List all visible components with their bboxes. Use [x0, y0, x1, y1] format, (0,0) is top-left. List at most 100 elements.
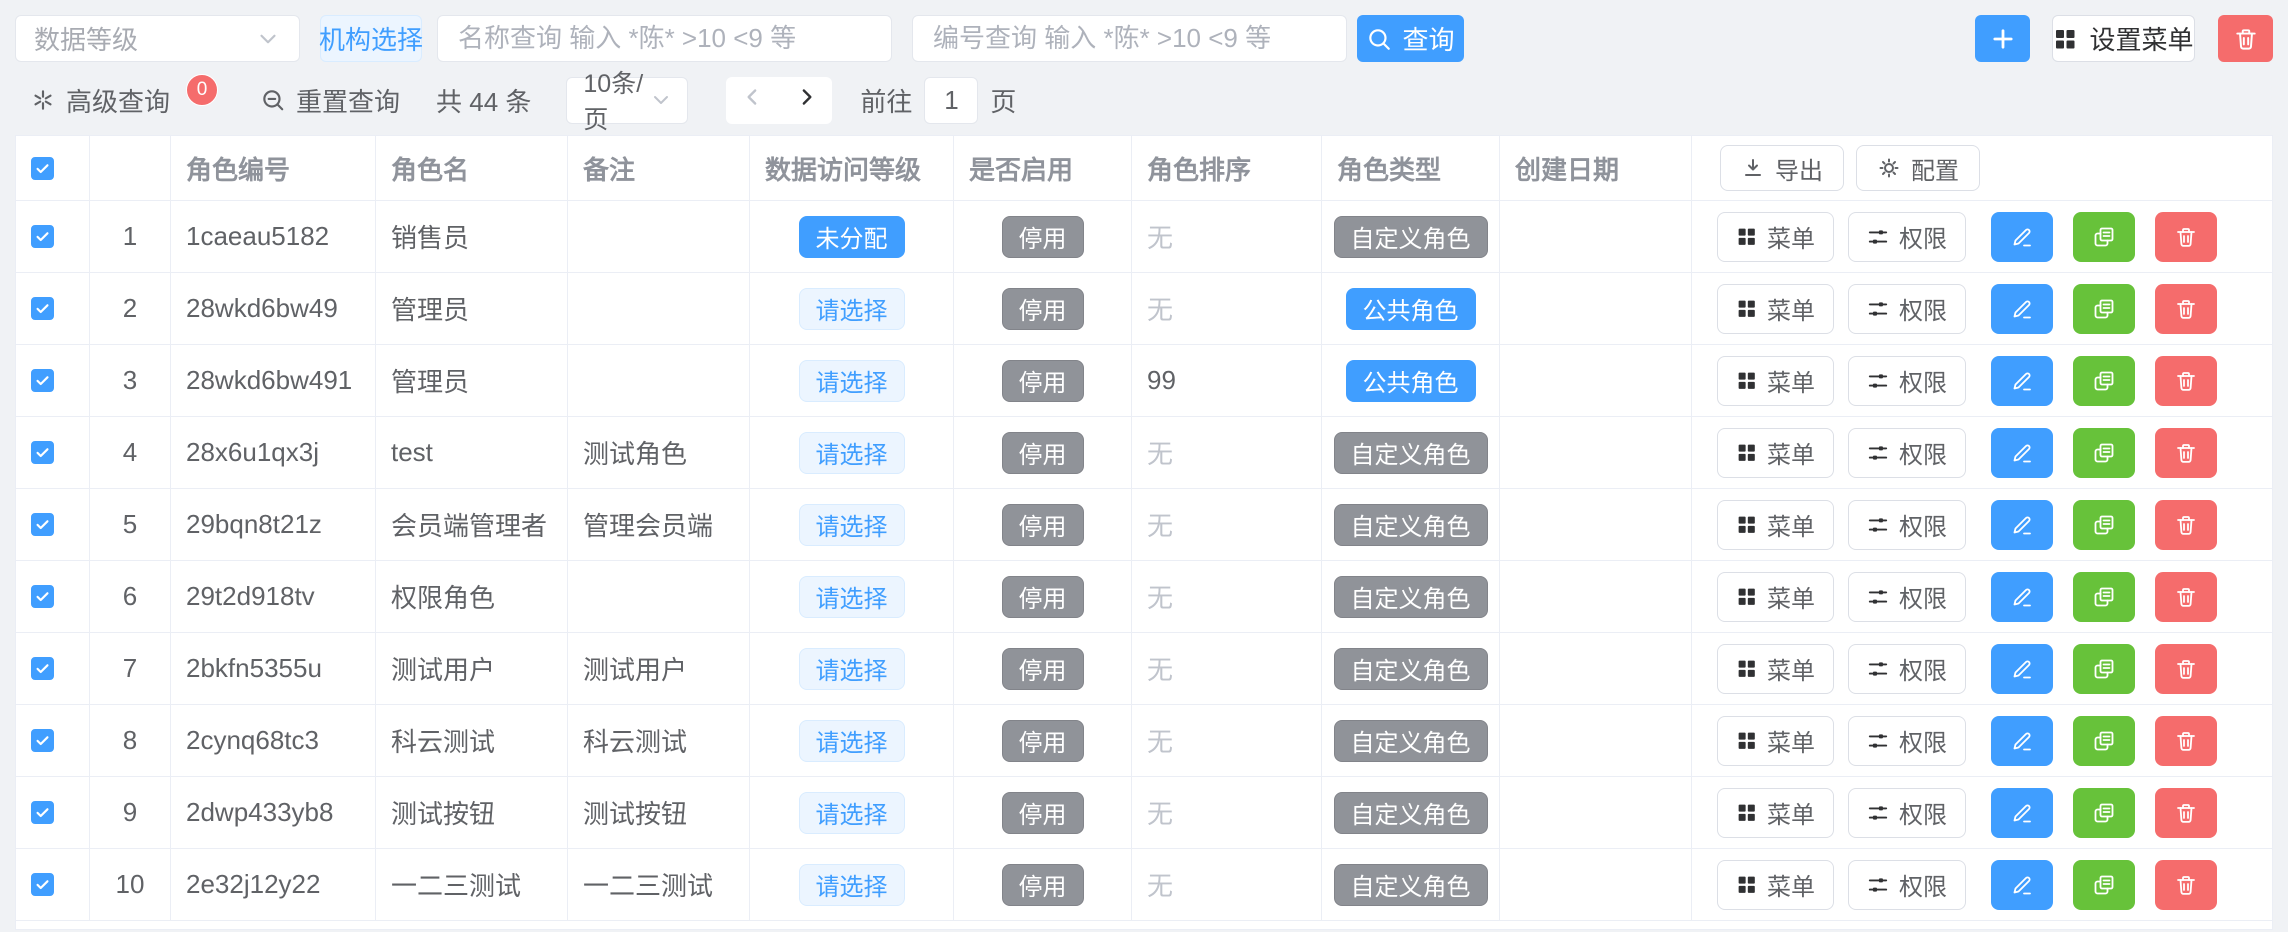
row-permission-button[interactable]: 权限	[1848, 859, 1966, 910]
row-edit-button[interactable]	[1991, 499, 2053, 550]
row-edit-button[interactable]	[1991, 715, 2053, 766]
org-select-button[interactable]: 机构选择	[319, 15, 423, 62]
access-level-pill[interactable]: 请选择	[798, 503, 905, 546]
row-permission-button[interactable]: 权限	[1848, 787, 1966, 838]
row-permission-button[interactable]: 权限	[1848, 571, 1966, 622]
enabled-pill[interactable]: 停用	[1001, 503, 1084, 546]
row-edit-button[interactable]	[1991, 283, 2053, 334]
row-copy-button[interactable]	[2073, 715, 2135, 766]
access-level-pill[interactable]: 请选择	[798, 575, 905, 618]
access-level-pill[interactable]: 请选择	[798, 791, 905, 834]
row-delete-button[interactable]	[2155, 283, 2217, 334]
access-level-pill[interactable]: 请选择	[798, 359, 905, 402]
name-query-input[interactable]	[437, 15, 892, 62]
role-name: 管理员	[376, 345, 568, 417]
row-edit-button[interactable]	[1991, 643, 2053, 694]
export-button[interactable]: 导出	[1720, 145, 1844, 191]
enabled-pill[interactable]: 停用	[1001, 575, 1084, 618]
row-copy-button[interactable]	[2073, 427, 2135, 478]
row-delete-button[interactable]	[2155, 643, 2217, 694]
row-checkbox[interactable]	[31, 441, 54, 464]
row-permission-button[interactable]: 权限	[1848, 499, 1966, 550]
goto-page-input[interactable]	[924, 76, 979, 124]
row-edit-button[interactable]	[1991, 571, 2053, 622]
row-menu-button[interactable]: 菜单	[1717, 571, 1834, 622]
row-edit-button[interactable]	[1991, 859, 2053, 910]
row-edit-button[interactable]	[1991, 787, 2053, 838]
page-size-select[interactable]: 10条/页	[566, 70, 689, 134]
row-menu-button[interactable]: 菜单	[1717, 787, 1834, 838]
row-delete-button[interactable]	[2155, 571, 2217, 622]
add-role-button[interactable]	[1975, 15, 2030, 62]
row-copy-button[interactable]	[2073, 283, 2135, 334]
access-level-pill[interactable]: 请选择	[798, 863, 905, 906]
row-delete-button[interactable]	[2155, 787, 2217, 838]
row-permission-button[interactable]: 权限	[1848, 355, 1966, 406]
access-level-pill[interactable]: 未分配	[798, 215, 905, 258]
enabled-pill[interactable]: 停用	[1001, 863, 1084, 906]
access-level-pill[interactable]: 请选择	[798, 647, 905, 690]
row-menu-button[interactable]: 菜单	[1717, 283, 1834, 334]
setup-menu-button[interactable]: 设置菜单	[2052, 15, 2195, 62]
row-menu-button[interactable]: 菜单	[1717, 355, 1834, 406]
row-delete-button[interactable]	[2155, 427, 2217, 478]
access-level-pill[interactable]: 请选择	[798, 719, 905, 762]
download-icon	[1745, 159, 1761, 176]
row-menu-button[interactable]: 菜单	[1717, 859, 1834, 910]
role-remark	[568, 345, 750, 417]
search-button[interactable]: 查询	[1357, 15, 1464, 62]
row-copy-button[interactable]	[2073, 643, 2135, 694]
row-delete-button[interactable]	[2155, 355, 2217, 406]
access-level-pill[interactable]: 请选择	[798, 287, 905, 330]
enabled-pill[interactable]: 停用	[1001, 215, 1084, 258]
row-checkbox[interactable]	[31, 369, 54, 392]
enabled-pill[interactable]: 停用	[1001, 791, 1084, 834]
row-copy-button[interactable]	[2073, 787, 2135, 838]
data-level-select[interactable]: 数据等级	[15, 15, 300, 62]
row-delete-button[interactable]	[2155, 715, 2217, 766]
row-permission-button[interactable]: 权限	[1848, 715, 1966, 766]
row-edit-button[interactable]	[1991, 211, 2053, 262]
code-query-input[interactable]	[912, 15, 1347, 62]
enabled-pill[interactable]: 停用	[1001, 359, 1084, 402]
row-checkbox[interactable]	[31, 873, 54, 896]
advanced-query-button[interactable]: 高级查询 0	[30, 74, 219, 119]
row-copy-button[interactable]	[2073, 211, 2135, 262]
row-delete-button[interactable]	[2155, 211, 2217, 262]
row-checkbox[interactable]	[31, 297, 54, 320]
reset-query-button[interactable]: 重置查询	[260, 82, 400, 119]
enabled-pill[interactable]: 停用	[1001, 719, 1084, 762]
row-copy-button[interactable]	[2073, 355, 2135, 406]
row-menu-button[interactable]: 菜单	[1717, 499, 1834, 550]
row-checkbox[interactable]	[31, 585, 54, 608]
row-permission-button[interactable]: 权限	[1848, 643, 1966, 694]
row-menu-button[interactable]: 菜单	[1717, 643, 1834, 694]
enabled-pill[interactable]: 停用	[1001, 287, 1084, 330]
row-delete-button[interactable]	[2155, 859, 2217, 910]
access-level-pill[interactable]: 请选择	[798, 431, 905, 474]
row-delete-button[interactable]	[2155, 499, 2217, 550]
enabled-pill[interactable]: 停用	[1001, 647, 1084, 690]
next-page-button[interactable]	[793, 84, 819, 117]
row-menu-button[interactable]: 菜单	[1717, 211, 1834, 262]
row-checkbox[interactable]	[31, 729, 54, 752]
row-checkbox[interactable]	[31, 801, 54, 824]
row-menu-button[interactable]: 菜单	[1717, 715, 1834, 766]
row-checkbox[interactable]	[31, 225, 54, 248]
row-permission-button[interactable]: 权限	[1848, 211, 1966, 262]
enabled-pill[interactable]: 停用	[1001, 431, 1084, 474]
row-permission-button[interactable]: 权限	[1848, 427, 1966, 478]
row-menu-button[interactable]: 菜单	[1717, 427, 1834, 478]
row-copy-button[interactable]	[2073, 571, 2135, 622]
row-edit-button[interactable]	[1991, 355, 2053, 406]
row-checkbox[interactable]	[31, 657, 54, 680]
select-all-checkbox[interactable]	[31, 156, 54, 180]
config-button[interactable]: 配置	[1856, 145, 1980, 191]
prev-page-button[interactable]	[740, 84, 766, 117]
row-checkbox[interactable]	[31, 513, 54, 536]
row-permission-button[interactable]: 权限	[1848, 283, 1966, 334]
row-copy-button[interactable]	[2073, 859, 2135, 910]
row-copy-button[interactable]	[2073, 499, 2135, 550]
row-edit-button[interactable]	[1991, 427, 2053, 478]
delete-selected-button[interactable]	[2218, 15, 2273, 62]
